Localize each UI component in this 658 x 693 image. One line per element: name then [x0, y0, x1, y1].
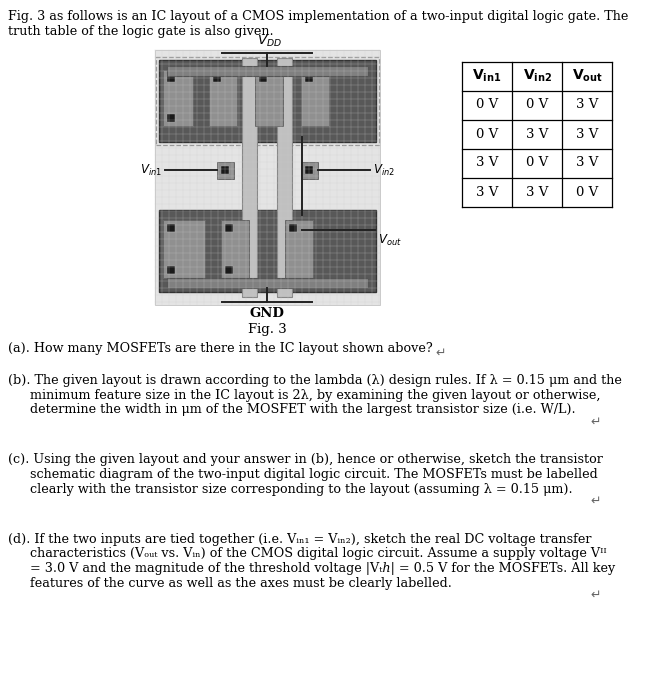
- Bar: [305, 166, 313, 174]
- Bar: [225, 266, 233, 274]
- Text: Fig. 3 as follows is an IC layout of a CMOS implementation of a two-input digita: Fig. 3 as follows is an IC layout of a C…: [8, 10, 628, 23]
- Text: ↵: ↵: [590, 495, 601, 508]
- Text: 3 V: 3 V: [576, 128, 598, 141]
- Text: determine the width in μm of the MOSFET with the largest transistor size (i.e. W: determine the width in μm of the MOSFET …: [30, 403, 576, 416]
- Bar: [225, 224, 233, 232]
- Text: minimum feature size in the IC layout is 2λ, by examining the given layout or ot: minimum feature size in the IC layout is…: [30, 389, 601, 401]
- Text: clearly with the transistor size corresponding to the layout (assuming λ = 0.15 : clearly with the transistor size corresp…: [30, 482, 572, 495]
- Text: = 3.0 V and the magnitude of the threshold voltage |Vₜℎ| = 0.5 V for the MOSFETs: = 3.0 V and the magnitude of the thresho…: [30, 562, 615, 575]
- Bar: [242, 58, 257, 297]
- Text: Fig. 3: Fig. 3: [247, 323, 286, 336]
- Bar: [167, 278, 368, 288]
- Text: 3 V: 3 V: [576, 157, 598, 170]
- Text: ↵: ↵: [435, 347, 445, 360]
- Text: ↵: ↵: [590, 589, 601, 602]
- Bar: [221, 220, 249, 278]
- Text: (a). How many MOSFETs are there in the IC layout shown above?: (a). How many MOSFETs are there in the I…: [8, 342, 433, 355]
- Text: 3 V: 3 V: [576, 98, 598, 112]
- Text: GND: GND: [249, 307, 284, 320]
- Text: $V_{out}$: $V_{out}$: [378, 232, 402, 247]
- Text: ↵: ↵: [590, 416, 601, 428]
- Text: (d). If the two inputs are tied together (i.e. Vᵢₙ₁ = Vᵢₙ₂), sketch the real DC : (d). If the two inputs are tied together…: [8, 533, 592, 546]
- Bar: [159, 210, 376, 292]
- Text: 0 V: 0 V: [526, 157, 548, 170]
- Bar: [167, 114, 175, 122]
- Text: 0 V: 0 V: [526, 98, 548, 112]
- Bar: [163, 220, 205, 278]
- Text: (b). The given layout is drawn according to the lambda (λ) design rules. If λ = : (b). The given layout is drawn according…: [8, 374, 622, 387]
- Text: 0 V: 0 V: [476, 98, 498, 112]
- Text: 3 V: 3 V: [526, 186, 548, 198]
- Bar: [213, 74, 221, 82]
- Bar: [156, 57, 379, 145]
- Bar: [285, 220, 313, 278]
- Text: $\mathbf{V}_{\mathbf{in2}}$: $\mathbf{V}_{\mathbf{in2}}$: [522, 68, 551, 85]
- Bar: [305, 74, 313, 82]
- Text: 0 V: 0 V: [476, 128, 498, 141]
- Bar: [209, 70, 237, 126]
- Bar: [159, 60, 376, 142]
- Text: $V_{in2}$: $V_{in2}$: [373, 162, 395, 177]
- Bar: [301, 162, 318, 179]
- Bar: [167, 74, 175, 82]
- Bar: [217, 162, 234, 179]
- Text: $\mathbf{V}_{\mathbf{out}}$: $\mathbf{V}_{\mathbf{out}}$: [572, 68, 603, 85]
- Bar: [259, 74, 267, 82]
- Bar: [167, 266, 175, 274]
- Text: (c). Using the given layout and your answer in (b), hence or otherwise, sketch t: (c). Using the given layout and your ans…: [8, 453, 603, 466]
- Bar: [167, 224, 175, 232]
- Bar: [255, 70, 283, 126]
- Text: 3 V: 3 V: [526, 128, 548, 141]
- Bar: [289, 224, 297, 232]
- Text: truth table of the logic gate is also given.: truth table of the logic gate is also gi…: [8, 25, 274, 38]
- Text: 3 V: 3 V: [476, 186, 498, 198]
- Bar: [167, 66, 368, 76]
- Text: $V_{DD}$: $V_{DD}$: [257, 34, 282, 49]
- Text: schematic diagram of the two-input digital logic circuit. The MOSFETs must be la: schematic diagram of the two-input digit…: [30, 468, 597, 481]
- Text: characteristics (Vₒᵤₜ vs. Vᵢₙ) of the CMOS digital logic circuit. Assume a suppl: characteristics (Vₒᵤₜ vs. Vᵢₙ) of the CM…: [30, 547, 607, 561]
- Bar: [301, 70, 329, 126]
- Text: $V_{in1}$: $V_{in1}$: [140, 162, 162, 177]
- Text: 3 V: 3 V: [476, 157, 498, 170]
- Text: features of the curve as well as the axes must be clearly labelled.: features of the curve as well as the axe…: [30, 577, 452, 590]
- Text: 0 V: 0 V: [576, 186, 598, 198]
- Bar: [163, 70, 193, 126]
- Bar: [155, 50, 380, 305]
- Bar: [221, 166, 229, 174]
- Bar: [277, 58, 292, 297]
- Text: $\mathbf{V}_{\mathbf{in1}}$: $\mathbf{V}_{\mathbf{in1}}$: [472, 68, 501, 85]
